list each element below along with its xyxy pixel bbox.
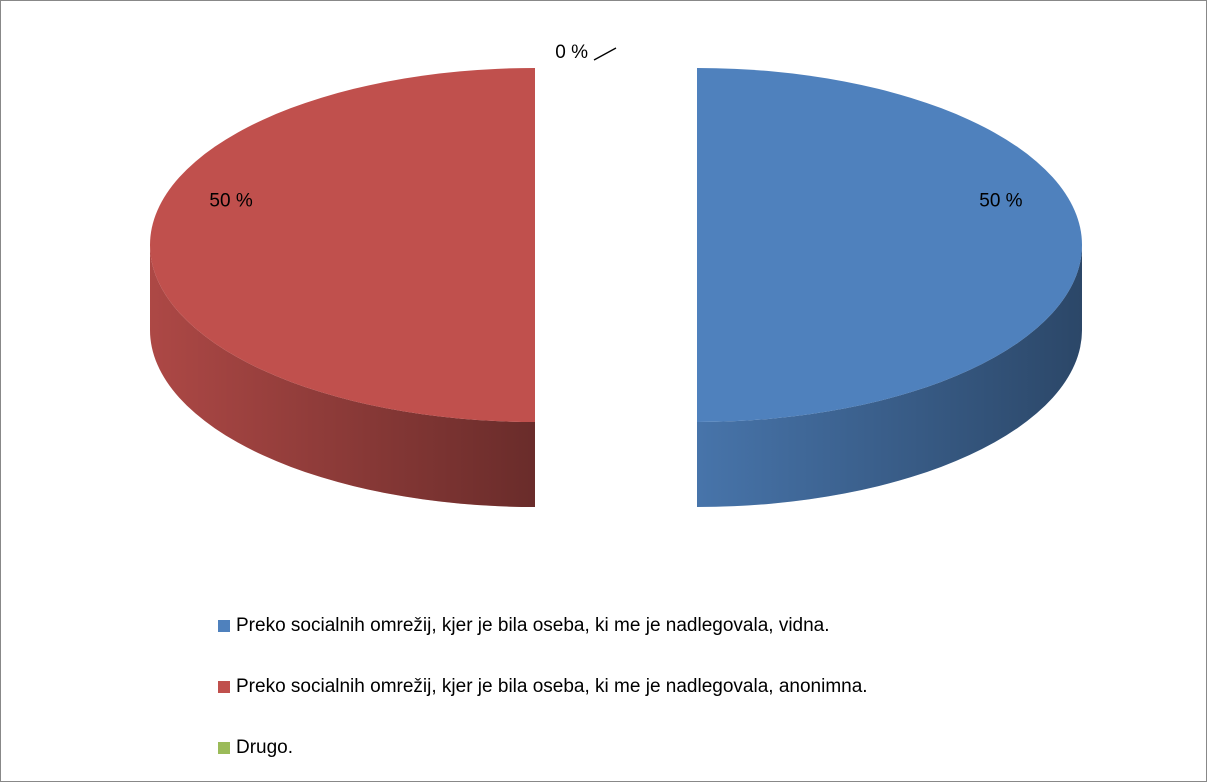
leader-line xyxy=(593,47,617,61)
pie-slice xyxy=(697,68,1082,507)
slice-top xyxy=(697,68,1082,422)
legend-label: Preko socialnih omrežij, kjer je bila os… xyxy=(236,615,830,636)
data-label: 50 % xyxy=(209,190,252,211)
legend-swatch xyxy=(218,681,230,693)
slice-wall-shade xyxy=(150,245,535,507)
legend-swatch xyxy=(218,620,230,632)
legend-swatch xyxy=(218,742,230,754)
pie-slice xyxy=(150,68,535,507)
legend-label: Drugo. xyxy=(236,737,293,758)
data-label: 0 % xyxy=(555,42,588,63)
legend-label: Preko socialnih omrežij, kjer je bila os… xyxy=(236,676,868,697)
slice-wall-shade xyxy=(697,245,1082,507)
data-label: 50 % xyxy=(979,190,1022,211)
slice-top xyxy=(150,68,535,422)
